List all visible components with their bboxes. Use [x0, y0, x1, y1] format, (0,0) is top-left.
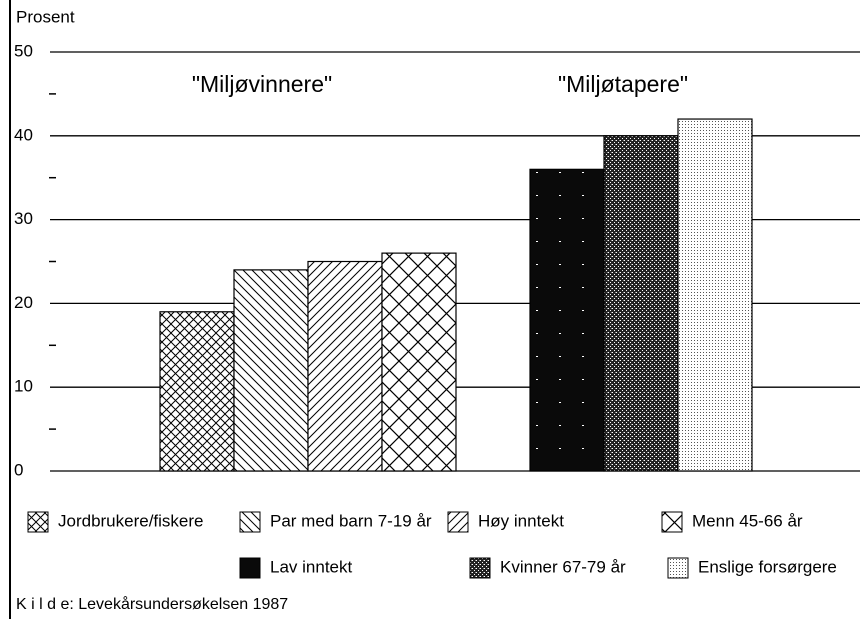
legend-swatch [661, 511, 683, 533]
y-tick-label: 40 [14, 125, 33, 144]
y-tick-label: 30 [14, 209, 33, 228]
bar [529, 168, 605, 472]
legend-swatch [27, 511, 49, 533]
y-tick-label: 10 [14, 377, 33, 396]
group-label: "Miljøvinnere" [192, 71, 332, 97]
y-tick-label: 20 [14, 293, 33, 312]
legend-swatch [447, 511, 469, 533]
bar [677, 118, 753, 472]
source: K i l d e: Levekårsundersøkelsen 1987 [16, 595, 288, 613]
legend-label: Enslige forsørgere [698, 557, 837, 576]
y-tick-label: 50 [14, 41, 33, 60]
legend-swatch [239, 557, 261, 579]
bar [307, 260, 383, 472]
legend-label: Lav inntekt [270, 557, 352, 576]
legend-label: Jordbrukere/fiskere [58, 511, 204, 530]
legend-swatch [667, 557, 689, 579]
legend-swatch [469, 557, 491, 579]
legend-label: Kvinner 67-79 år [500, 557, 626, 576]
bar [159, 311, 235, 472]
y-axis-label: Prosent [16, 7, 75, 26]
legend-label: Menn 45-66 år [692, 511, 803, 530]
bar [603, 135, 679, 472]
legend-swatch [239, 511, 261, 533]
bar [233, 269, 309, 472]
bar [381, 252, 457, 472]
legend-label: Høy inntekt [478, 511, 564, 530]
y-tick-label: 0 [14, 460, 23, 479]
group-label: "Miljøtapere" [558, 71, 688, 97]
legend-label: Par med barn 7-19 år [270, 511, 432, 530]
